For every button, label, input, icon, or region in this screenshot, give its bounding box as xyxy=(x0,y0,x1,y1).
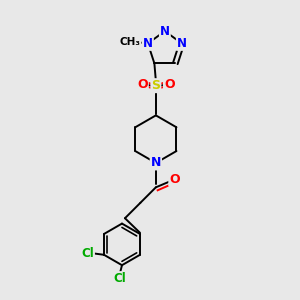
Text: O: O xyxy=(169,173,180,186)
Text: N: N xyxy=(151,156,161,170)
Text: N: N xyxy=(160,25,170,38)
Text: N: N xyxy=(177,37,187,50)
Text: Cl: Cl xyxy=(81,247,94,260)
Text: CH₃: CH₃ xyxy=(120,37,141,47)
Text: S: S xyxy=(152,79,160,92)
Text: Cl: Cl xyxy=(113,272,126,285)
Text: O: O xyxy=(137,78,148,91)
Text: O: O xyxy=(164,78,175,91)
Text: N: N xyxy=(143,37,153,50)
